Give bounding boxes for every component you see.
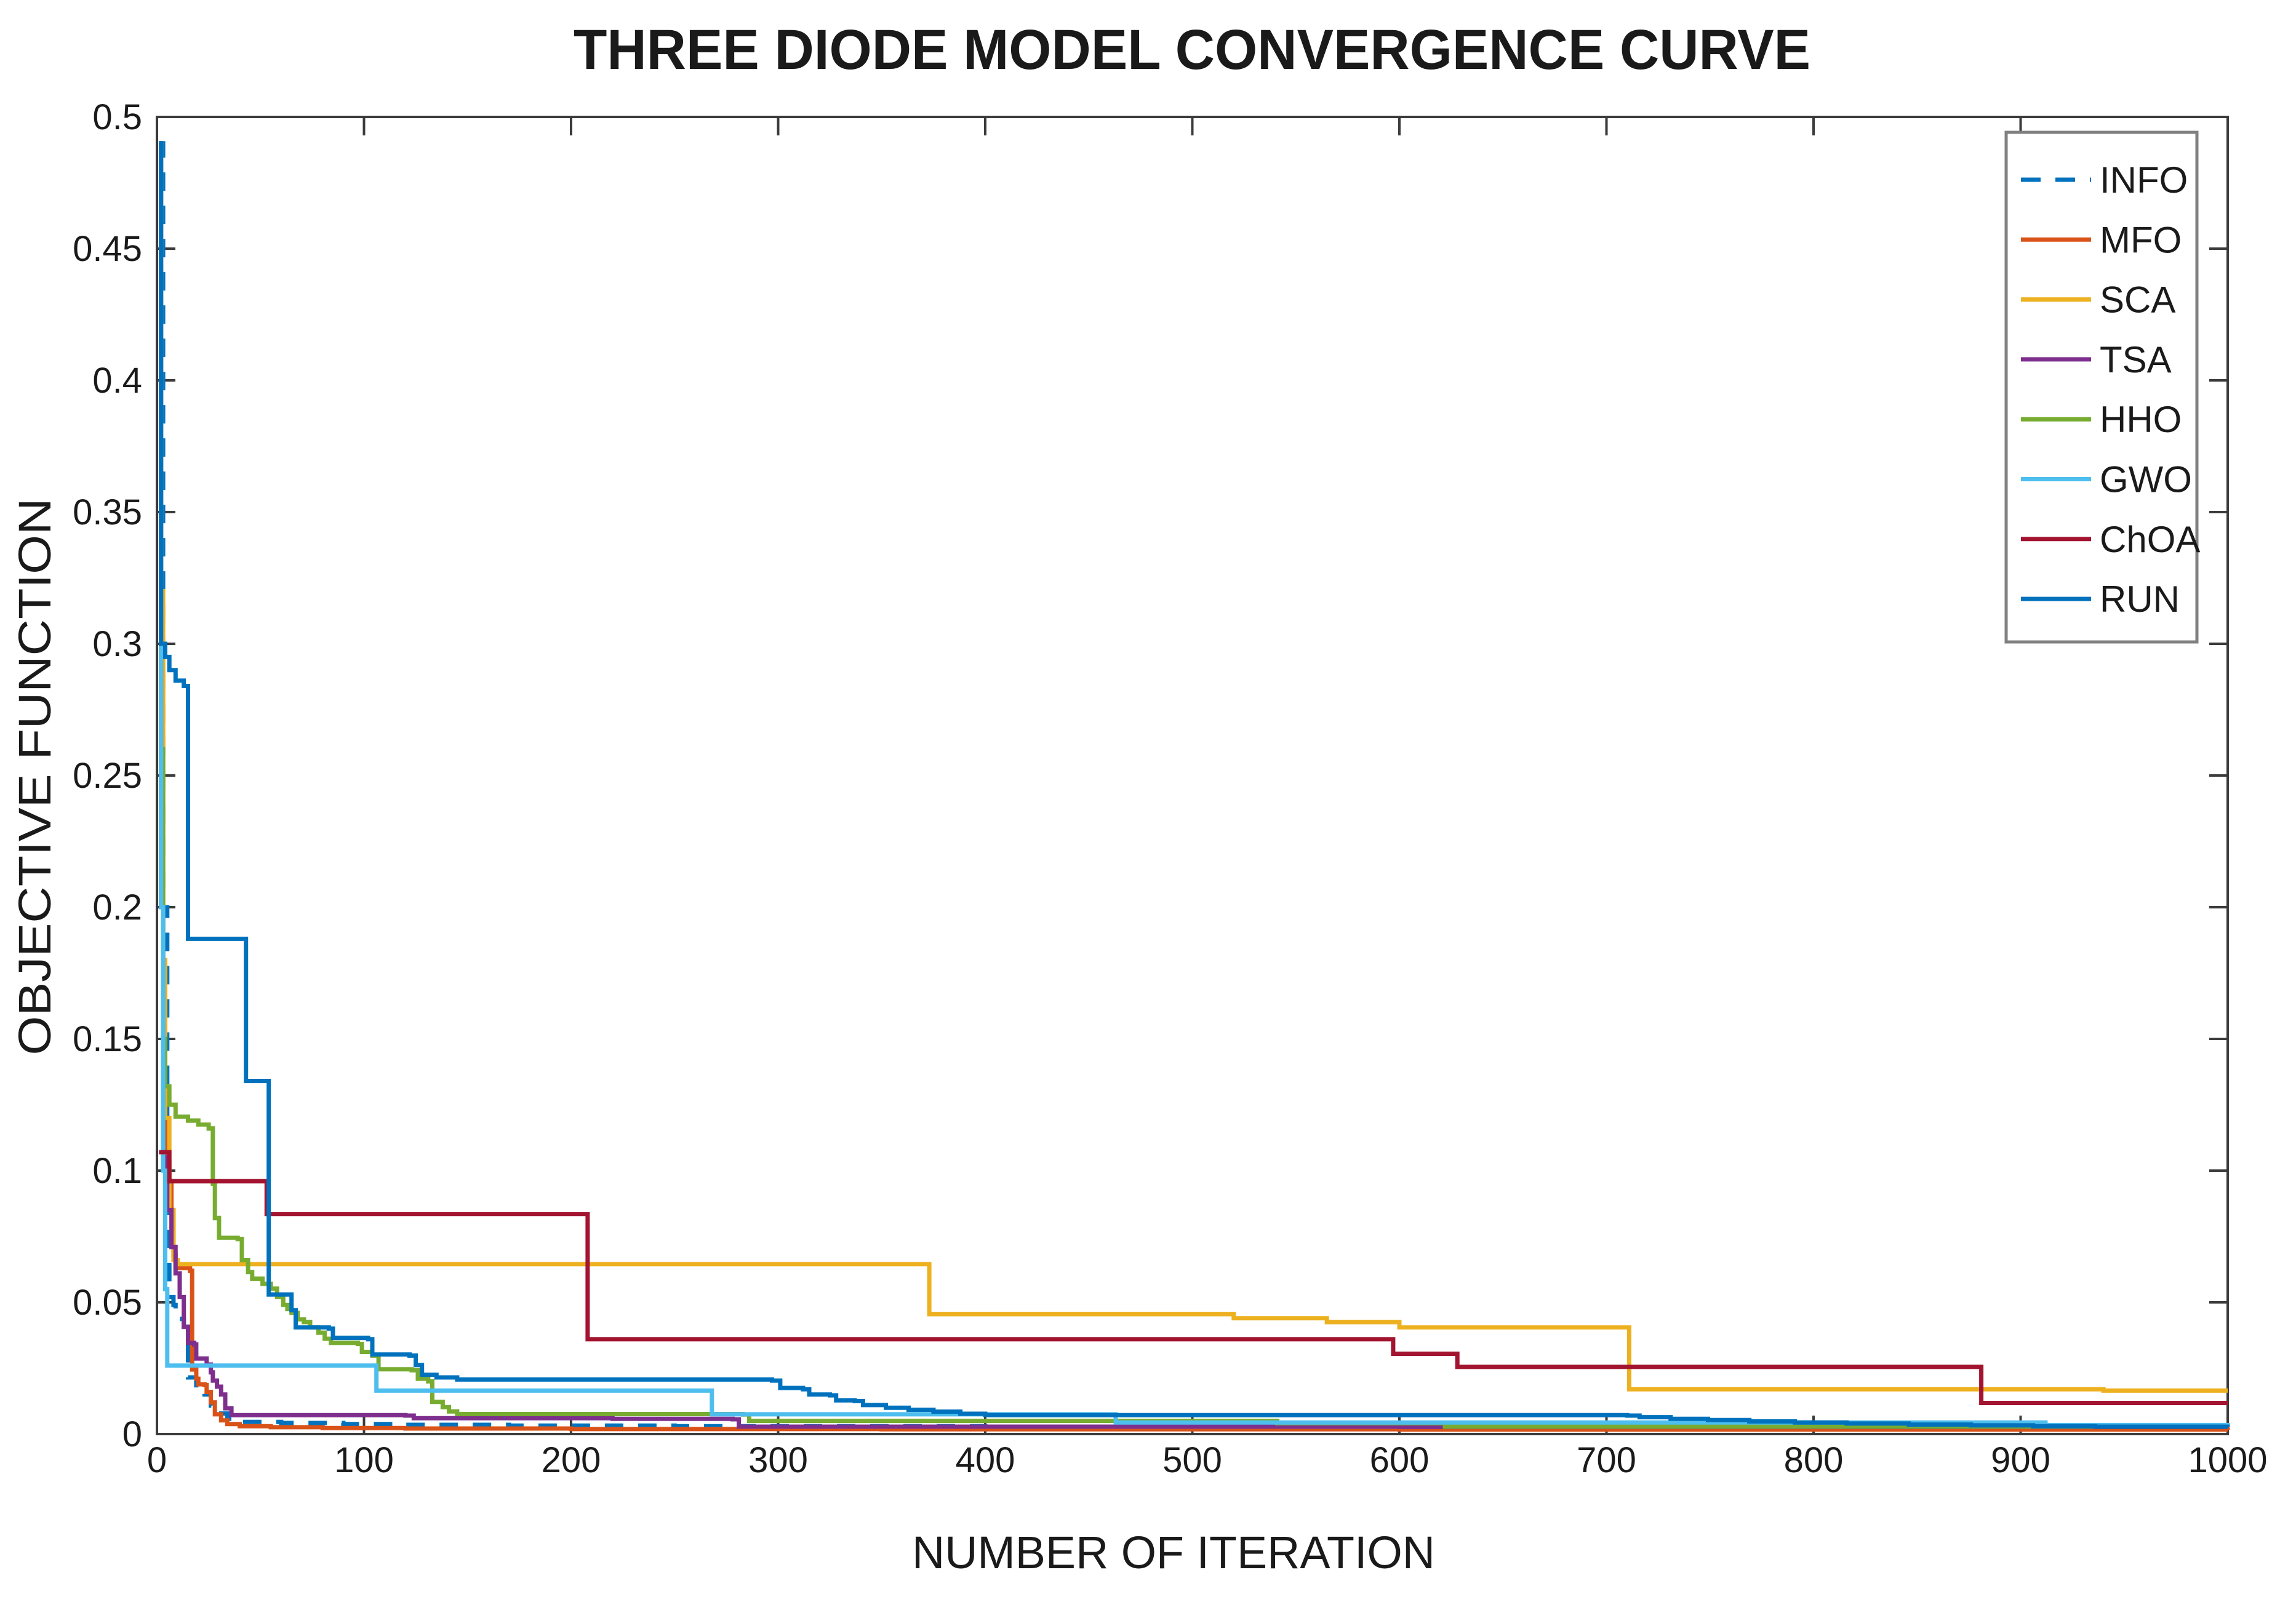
legend-label-TSA: TSA [2100,339,2172,380]
legend-box [2004,130,2199,644]
x-tick-label: 1000 [2188,1440,2267,1480]
series-line-MFO [159,141,2230,1432]
x-tick-label: 300 [748,1440,808,1480]
legend-label-SCA: SCA [2100,279,2175,321]
y-tick-label: 0.1 [92,1151,142,1191]
y-tick-label: 0.15 [73,1019,142,1059]
x-tick-label: 100 [334,1440,394,1480]
x-tick-label: 700 [1577,1440,1636,1480]
y-tick-label: 0.3 [92,624,142,664]
x-tick-label: 500 [1162,1440,1222,1480]
series-line-SCA [159,141,2228,1393]
x-tick-label: 0 [147,1440,167,1480]
y-tick-label: 0.45 [73,229,142,269]
x-tick-label: 400 [956,1440,1015,1480]
legend-label-MFO: MFO [2100,219,2182,260]
series-line-HHO [159,141,2230,1429]
y-axis-label: OBJECTIVE FUNCTION [9,499,60,1056]
y-tick-label: 0.5 [92,97,142,137]
legend-label-ChOA: ChOA [2100,519,2200,560]
x-axis-label: NUMBER OF ITERATION [912,1527,1435,1578]
legend-label-RUN: RUN [2100,579,2180,620]
plot-area: 0 100 200 300 400 500 600 700 800 900 1000 0 0.05 0.1… [73,97,2267,1480]
y-tick-label: 0.4 [92,361,142,401]
x-tick-label: 800 [1784,1440,1844,1480]
series-line-INFO [159,141,2230,1430]
y-tick-label: 0.25 [73,756,142,796]
y-tick-label: 0.35 [73,492,142,532]
x-tick-label: 200 [542,1440,601,1480]
series-line-RUN [159,141,2230,1429]
y-tick-label: 0 [122,1414,142,1454]
y-tick-label: 0.2 [92,888,142,928]
legend-label-INFO: INFO [2100,159,2188,201]
legend-label-GWO: GWO [2100,459,2192,500]
legend-label-HHO: HHO [2100,399,2182,440]
x-tick-label: 600 [1370,1440,1430,1480]
y-tick-label: 0.05 [73,1283,142,1323]
plot-box [156,116,2229,1435]
chart-title: THREE DIODE MODEL CONVERGENCE CURVE [574,18,1810,81]
series-line-TSA [159,141,2230,1429]
x-tick-label: 900 [1991,1440,2050,1480]
series-line-GWO [159,141,2230,1427]
series-line-ChOA [159,1150,2228,1405]
